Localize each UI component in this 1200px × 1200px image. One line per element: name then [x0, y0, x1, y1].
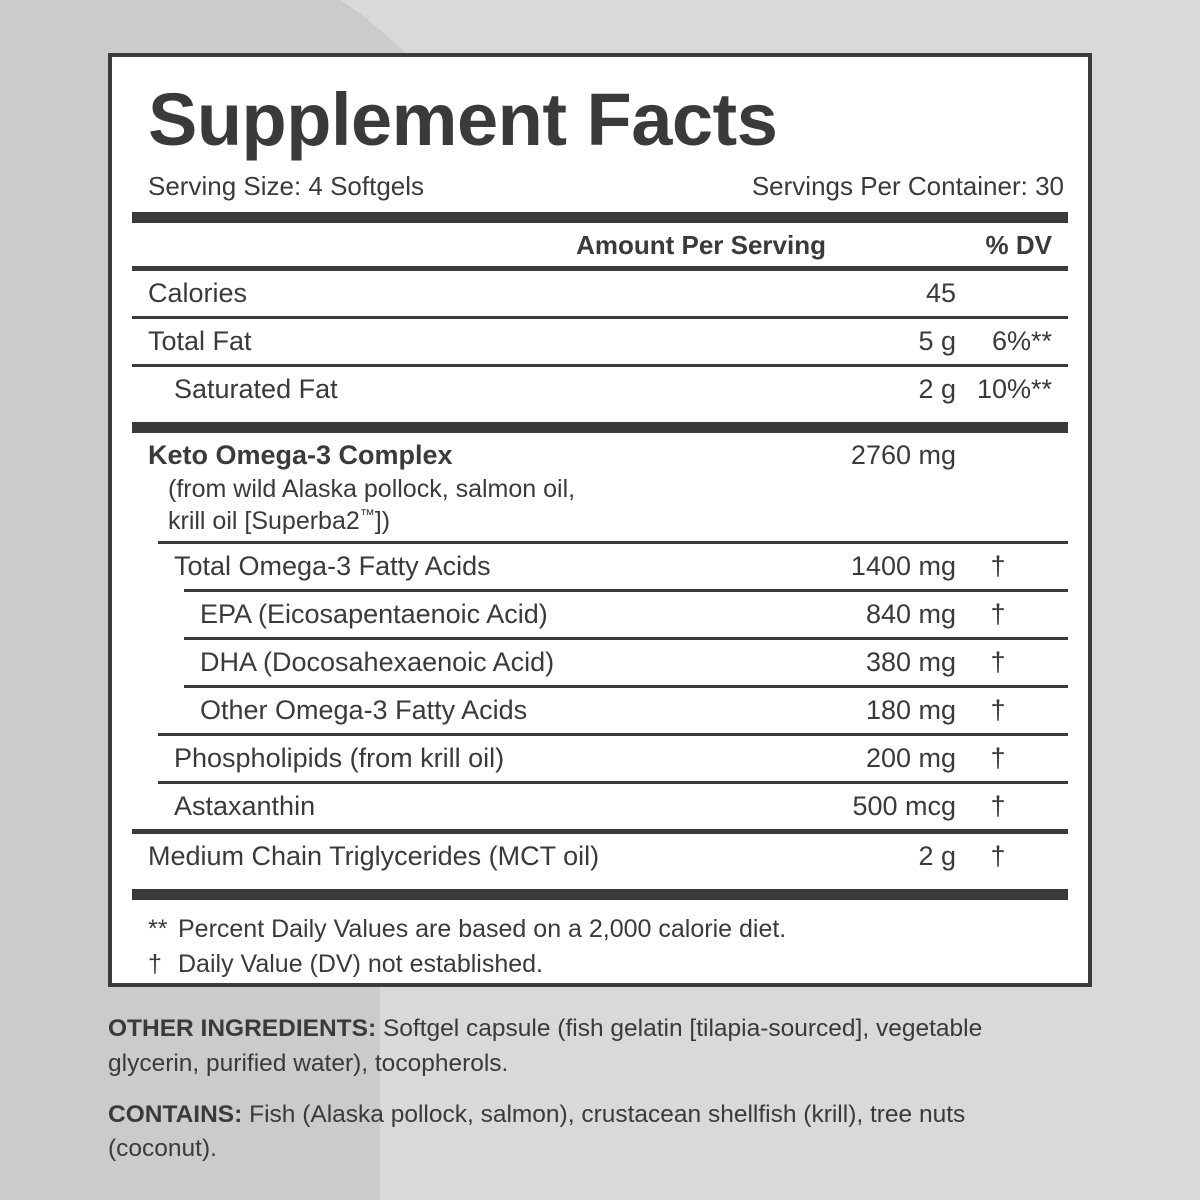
footnote-dagger: † Daily Value (DV) not established. [148, 947, 1068, 982]
percent-dv-header: % DV [985, 230, 1052, 260]
divider-row [158, 541, 1068, 544]
table-row: Total Omega-3 Fatty Acids 1400 mg † [132, 544, 1068, 589]
source-line-2-prefix: krill oil [Superba2 [168, 507, 360, 535]
row-label-mct: Medium Chain Triglycerides (MCT oil) [148, 841, 600, 871]
serving-size-label: Serving Size: 4 Softgels [148, 171, 425, 201]
row-label-dha: DHA (Docosahexaenoic Acid) [200, 647, 555, 677]
row-dv-saturated-fat: 10%** [976, 374, 1052, 404]
row-label-keto-omega-3-complex: Keto Omega-3 Complex [148, 440, 453, 470]
divider-under-headers [132, 266, 1068, 271]
table-row: Other Omega-3 Fatty Acids 180 mg † [132, 688, 1068, 733]
row-dv-mct: † [990, 841, 1006, 871]
row-amount-dha: 380 mg [865, 647, 956, 677]
footnote-dv-symbol: ** [148, 915, 168, 943]
row-amount-calories: 45 [925, 278, 956, 308]
source-line-2-suffix: ]) [374, 507, 391, 535]
table-row: Keto Omega-3 Complex 2760 mg [132, 433, 1068, 473]
divider-row [184, 685, 1068, 688]
row-amount-other-omega-3: 180 mg [865, 695, 956, 725]
table-row: Medium Chain Triglycerides (MCT oil) 2 g… [132, 834, 1068, 879]
table-row: Astaxanthin 500 mcg † [132, 784, 1068, 829]
row-dv-total-omega-3: † [990, 551, 1006, 581]
row-label-total-fat: Total Fat [148, 326, 252, 356]
footnote-dv-text: Percent Daily Values are based on a 2,00… [178, 915, 787, 943]
row-label-astaxanthin: Astaxanthin [174, 791, 316, 821]
ingredients-section: OTHER INGREDIENTS: Softgel capsule (fish… [108, 1012, 1058, 1183]
table-row: Phospholipids (from krill oil) 200 mg † [132, 736, 1068, 781]
contains-paragraph: CONTAINS: Fish (Alaska pollock, salmon),… [108, 1098, 1058, 1168]
footnote-dagger-symbol: † [148, 950, 162, 978]
row-label-saturated-fat: Saturated Fat [174, 374, 338, 404]
serving-info-row: Serving Size: 4 Softgels Servings Per Co… [132, 171, 1068, 202]
divider-thick-mid [132, 422, 1068, 433]
source-line-2: krill oil [Superba2™]) [168, 505, 1068, 537]
table-row: DHA (Docosahexaenoic Acid) 380 mg † [132, 640, 1068, 685]
table-column-headers: Amount Per Serving % DV [132, 223, 1068, 266]
row-dv-astaxanthin: † [990, 791, 1006, 821]
table-row: EPA (Eicosapentaenoic Acid) 840 mg † [132, 592, 1068, 637]
keto-complex-source-note: (from wild Alaska pollock, salmon oil, k… [132, 473, 1068, 541]
row-dv-phospholipids: † [990, 743, 1006, 773]
row-amount-astaxanthin: 500 mcg [852, 791, 956, 821]
row-label-total-omega-3: Total Omega-3 Fatty Acids [174, 551, 491, 581]
servings-per-container-label: Servings Per Container: 30 [751, 171, 1064, 201]
divider-thick-bottom [132, 889, 1068, 900]
row-label-calories: Calories [148, 278, 248, 308]
row-amount-saturated-fat: 2 g [918, 374, 956, 404]
divider-row [158, 733, 1068, 736]
divider-row [132, 364, 1068, 367]
divider-row [132, 316, 1068, 319]
page-title: Supplement Facts [148, 78, 778, 161]
row-amount-keto-omega-3-complex: 2760 mg [850, 440, 956, 470]
row-amount-total-omega-3: 1400 mg [850, 551, 956, 581]
table-row: Saturated Fat 2 g 10%** [132, 367, 1068, 412]
contains-label: CONTAINS: [108, 1100, 243, 1128]
divider-row [184, 589, 1068, 592]
table-row: Calories 45 [132, 271, 1068, 316]
other-ingredients-paragraph: OTHER INGREDIENTS: Softgel capsule (fish… [108, 1012, 1058, 1082]
source-line-1: (from wild Alaska pollock, salmon oil, [168, 475, 576, 503]
supplement-facts-panel: Supplement Facts Serving Size: 4 Softgel… [108, 53, 1092, 987]
other-ingredients-text: Softgel capsule (fish gelatin [tilapia-s… [108, 1015, 983, 1077]
other-ingredients-label: OTHER INGREDIENTS: [108, 1015, 377, 1042]
row-dv-other-omega-3: † [990, 695, 1006, 725]
row-dv-epa: † [990, 599, 1006, 629]
table-row: Total Fat 5 g 6%** [132, 319, 1068, 364]
footnote-percent-dv: ** Percent Daily Values are based on a 2,… [148, 912, 1068, 947]
row-label-other-omega-3: Other Omega-3 Fatty Acids [200, 695, 528, 725]
divider-row [158, 781, 1068, 784]
divider-thick-top [132, 212, 1068, 223]
row-label-phospholipids: Phospholipids (from krill oil) [174, 743, 505, 773]
row-amount-phospholipids: 200 mg [865, 743, 956, 773]
row-amount-total-fat: 5 g [918, 326, 956, 356]
amount-per-serving-header: Amount Per Serving [576, 230, 826, 260]
divider-row [184, 637, 1068, 640]
footnotes-block: ** Percent Daily Values are based on a 2,… [132, 900, 1068, 982]
row-label-epa: EPA (Eicosapentaenoic Acid) [200, 599, 548, 629]
footnote-dagger-text: Daily Value (DV) not established. [178, 950, 543, 978]
divider-row [132, 829, 1068, 834]
row-dv-total-fat: 6%** [991, 326, 1052, 356]
row-amount-mct: 2 g [918, 841, 956, 871]
trademark-symbol: ™ [359, 506, 375, 524]
row-amount-epa: 840 mg [865, 599, 956, 629]
contains-text: Fish (Alaska pollock, salmon), crustacea… [108, 1100, 966, 1163]
row-dv-dha: † [990, 647, 1006, 677]
